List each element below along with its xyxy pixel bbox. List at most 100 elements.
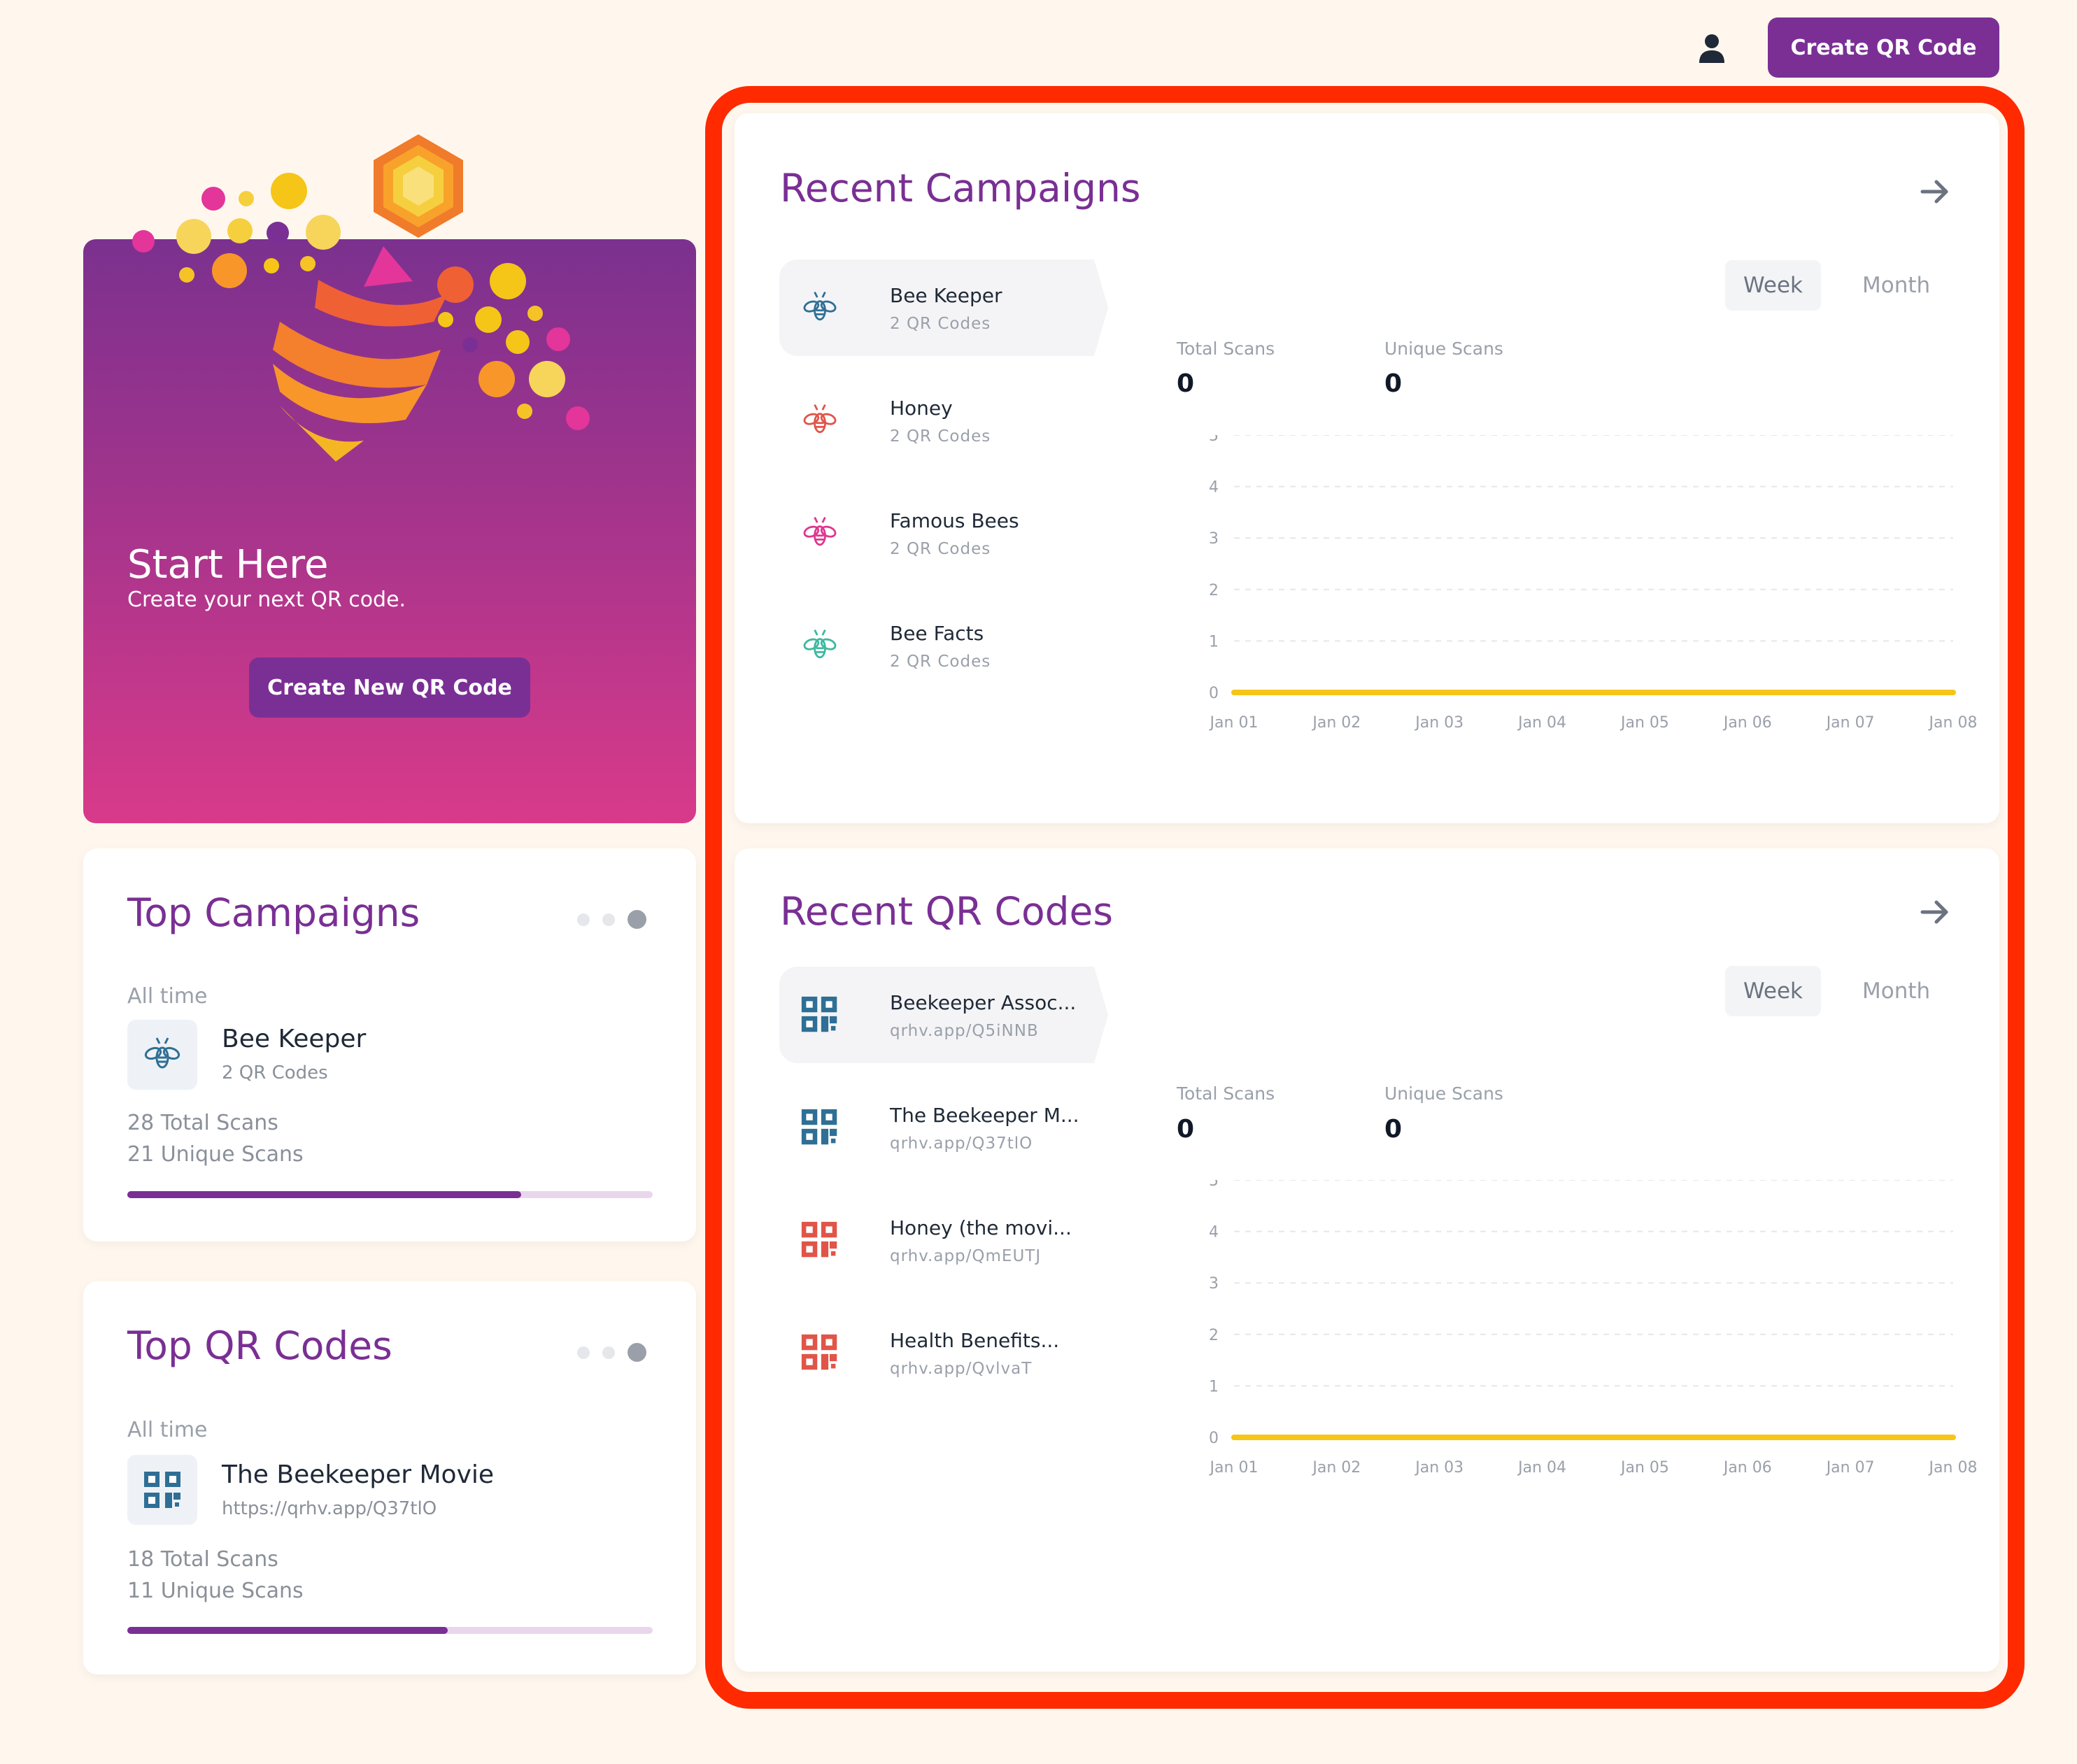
total-scans-label: Total Scans [1177,1083,1275,1104]
y-tick-label: 1 [1209,1378,1219,1395]
total-scans-value: 0 [1177,369,1195,398]
top-campaigns-card: Top Campaigns All time Bee Keeper 2 QR C… [83,848,696,1242]
y-tick-label: 5 [1209,1180,1219,1190]
qr-code-scans-chart: 0 1 2 3 4 5 Jan 01 Jan 02 Jan 03 Jan 04 Jan 05 Jan … [1209,1180,1978,1477]
list-item[interactable]: Honey (the movi... qrhv.app/QmEUTJ [779,1192,1094,1288]
x-tick-label: Jan 08 [1928,1459,1978,1477]
week-toggle[interactable]: Week [1725,260,1821,311]
qr-code-icon [801,996,837,1032]
x-tick-label: Jan 04 [1517,714,1566,732]
list-item-subtitle: 2 QR Codes [890,427,991,446]
top-qr-codes-title: Top QR Codes [127,1323,392,1368]
list-item-active-bg [779,259,1108,356]
list-item-name: Beekeeper Assoc... [890,991,1077,1014]
list-item-subtitle: qrhv.app/Q5iNNB [890,1022,1039,1040]
list-item[interactable]: The Beekeeper M... qrhv.app/Q37tlO [779,1079,1094,1176]
week-toggle[interactable]: Week [1725,966,1821,1016]
list-item[interactable]: Famous Bees 2 QR Codes [779,485,1094,581]
top-campaigns-title: Top Campaigns [127,890,420,935]
recent-campaigns-panel: Recent Campaigns Bee Keeper 2 QR Codes Ho… [735,113,1999,823]
x-tick-label: Jan 04 [1517,1459,1566,1477]
qr-code-icon [801,1221,837,1258]
list-item-name: Health Benefits... [890,1329,1060,1352]
x-tick-label: Jan 03 [1414,1459,1463,1477]
y-tick-label: 0 [1209,1430,1219,1447]
recent-qr-codes-title: Recent QR Codes [780,889,1114,934]
list-item-subtitle: qrhv.app/Q37tlO [890,1134,1033,1153]
active-item-notch [1087,967,1108,1063]
y-tick-label: 1 [1209,633,1219,650]
month-toggle[interactable]: Month [1862,273,1931,298]
unique-scans-label: Unique Scans [1384,339,1503,359]
list-item-subtitle: 2 QR Codes [890,315,991,333]
scan-progress-bar [127,1627,653,1634]
bee-icon [803,516,837,546]
list-item-subtitle: qrhv.app/QvlvaT [890,1360,1033,1378]
create-qr-code-button[interactable]: Create QR Code [1768,17,1999,78]
recent-qr-codes-panel: Recent QR Codes Beekeeper Assoc... qrhv.a… [735,848,1999,1672]
hero-subtitle: Create your next QR code. [127,588,406,612]
active-item-notch [1087,259,1108,356]
unique-scans: 11 Unique Scans [127,1579,304,1603]
arrow-right-icon[interactable] [1920,178,1950,206]
list-item-subtitle: qrhv.app/QmEUTJ [890,1247,1042,1265]
list-item-name: Bee Facts [890,622,984,645]
y-tick-label: 3 [1209,530,1219,548]
list-item[interactable]: Bee Keeper 2 QR Codes [779,259,1094,356]
y-tick-label: 2 [1209,582,1219,599]
x-tick-label: Jan 05 [1619,1459,1669,1477]
carousel-dots[interactable] [577,1343,659,1362]
qr-code-icon [801,1334,837,1370]
list-item-name: The Beekeeper M... [890,1104,1079,1127]
x-tick-label: Jan 07 [1825,714,1875,732]
unique-scans: 21 Unique Scans [127,1142,304,1167]
create-new-qr-code-button[interactable]: Create New QR Code [249,657,530,718]
list-item-subtitle: 2 QR Codes [890,540,991,558]
qr-code-icon [144,1472,180,1508]
x-tick-label: Jan 03 [1414,714,1463,732]
honeycomb-illustration [132,134,590,462]
list-item-active-bg [779,967,1108,1063]
x-tick-label: Jan 01 [1209,714,1259,732]
list-item-name: Famous Bees [890,509,1019,532]
x-tick-label: Jan 07 [1825,1459,1875,1477]
total-scans: 18 Total Scans [127,1547,278,1572]
list-item-name: Honey [890,397,953,420]
bee-icon [803,404,837,434]
y-tick-label: 4 [1209,1224,1219,1242]
qr-code-icon [801,1109,837,1145]
y-tick-label: 4 [1209,479,1219,497]
y-tick-label: 5 [1209,435,1219,445]
x-tick-label: Jan 08 [1928,714,1978,732]
unique-scans-label: Unique Scans [1384,1083,1503,1104]
user-icon[interactable] [1694,31,1729,66]
campaign-name[interactable]: Bee Keeper [222,1025,367,1053]
campaign-qr-count: 2 QR Codes [222,1062,328,1083]
campaign-scans-chart: 0 1 2 3 4 5 Jan 01 Jan 02 Jan 03 Jan 04 Jan 05 Jan … [1209,435,1978,732]
y-tick-label: 0 [1209,685,1219,702]
qr-code-name[interactable]: The Beekeeper Movie [222,1460,495,1489]
unique-scans-value: 0 [1384,369,1403,398]
x-tick-label: Jan 02 [1311,714,1361,732]
list-item[interactable]: Health Benefits... qrhv.app/QvlvaT [779,1304,1094,1401]
carousel-dots[interactable] [577,910,659,929]
list-item-name: Honey (the movi... [890,1216,1072,1239]
period-label: All time [127,1418,208,1442]
scan-progress-bar [127,1191,653,1198]
total-scans-label: Total Scans [1177,339,1275,359]
x-tick-label: Jan 02 [1311,1459,1361,1477]
list-item-subtitle: 2 QR Codes [890,653,991,671]
bee-icon [803,629,837,659]
qr-code-url[interactable]: https://qrhv.app/Q37tlO [222,1498,437,1519]
arrow-right-icon[interactable] [1920,898,1950,926]
x-tick-label: Jan 05 [1619,714,1669,732]
x-tick-label: Jan 06 [1722,1459,1772,1477]
list-item[interactable]: Honey 2 QR Codes [779,372,1094,469]
month-toggle[interactable]: Month [1862,979,1931,1004]
list-item[interactable]: Beekeeper Assoc... qrhv.app/Q5iNNB [779,967,1094,1063]
list-item[interactable]: Bee Facts 2 QR Codes [779,597,1094,694]
period-label: All time [127,984,208,1009]
hero-title: Start Here [127,542,329,588]
total-scans-value: 0 [1177,1115,1195,1144]
start-here-card [83,239,696,823]
